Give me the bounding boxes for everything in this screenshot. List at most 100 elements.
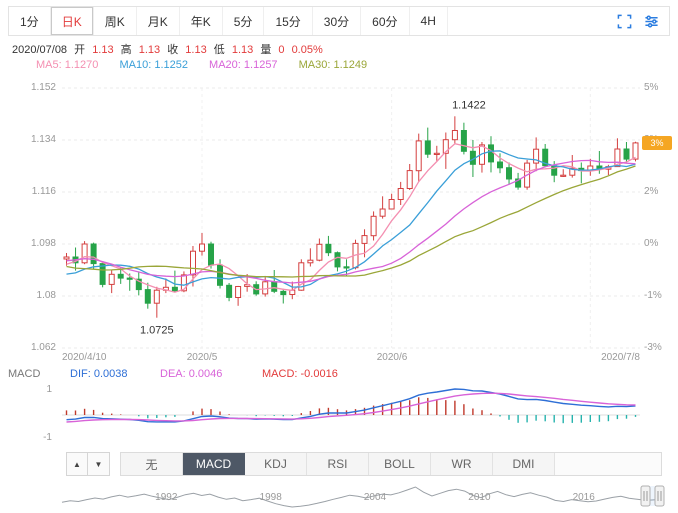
- candle-body: [506, 167, 512, 180]
- ma5-legend: MA5: 1.1270: [36, 59, 98, 71]
- close-value: 1.13: [185, 44, 207, 56]
- tab-1min[interactable]: 1分: [9, 7, 51, 35]
- candle-body: [63, 256, 70, 260]
- tab-60min[interactable]: 60分: [361, 7, 410, 35]
- range-navigator[interactable]: 1992 1998 2004 2010 2016: [0, 482, 678, 510]
- y-axis-label: 1.08: [36, 290, 56, 301]
- tab-5min[interactable]: 5分: [223, 7, 265, 35]
- ma10-legend: MA10: 1.1252: [119, 59, 188, 71]
- x-axis-label: 2020/6: [376, 352, 408, 363]
- dea-line: [66, 392, 636, 423]
- candle-body: [361, 235, 368, 244]
- candle-body: [542, 148, 549, 167]
- indicator-tabs-spacer: [555, 453, 661, 475]
- candle-body: [217, 264, 223, 286]
- candle-body: [316, 243, 323, 261]
- tab-weekly[interactable]: 周K: [94, 7, 137, 35]
- low-label: 低: [213, 44, 225, 56]
- macd-axis-label: 1: [46, 384, 52, 395]
- candle-body: [235, 286, 242, 298]
- macd-title: MACD: [8, 368, 41, 380]
- candle-body: [497, 161, 503, 169]
- x-axis-label: 2020/4/10: [62, 352, 107, 363]
- x-axis-label: 2020/7/8: [601, 352, 640, 363]
- indicator-tab-dmi[interactable]: DMI: [493, 453, 555, 475]
- candle-body: [460, 130, 467, 152]
- history-mini-line: [61, 486, 663, 508]
- fullscreen-icon[interactable]: [617, 14, 632, 29]
- settings-icon[interactable]: [644, 14, 659, 29]
- candle-body: [180, 274, 187, 292]
- candle-body: [81, 243, 88, 264]
- ma-legend: MA5: 1.1270 MA10: 1.1252 MA20: 1.1257 MA…: [36, 59, 385, 74]
- candle-body: [533, 148, 540, 164]
- candle-body: [99, 263, 106, 285]
- candle-body: [126, 277, 133, 280]
- ma5-label: MA5:: [36, 59, 62, 71]
- scroll-up-button[interactable]: ▲: [66, 452, 88, 476]
- current-price-badge: 3%: [642, 136, 672, 150]
- high-value: 1.13: [138, 44, 161, 56]
- tab-4h[interactable]: 4H: [410, 7, 448, 35]
- y-axis-label: 1.116: [31, 186, 56, 197]
- macd-dea-value: DEA: 0.0046: [160, 368, 223, 380]
- indicator-tab-rsi[interactable]: RSI: [307, 453, 369, 475]
- indicator-tab-kdj[interactable]: KDJ: [245, 453, 307, 475]
- open-value: 1.13: [92, 44, 114, 56]
- macd-dif-value: DIF: 0.0038: [70, 368, 128, 380]
- candle-body: [153, 289, 160, 304]
- navigator-left-handle[interactable]: [640, 485, 651, 507]
- ma5-value: 1.1270: [64, 59, 99, 71]
- percent-axis-label: 0%: [644, 238, 659, 249]
- percent-axis-label: 5%: [644, 82, 659, 93]
- x-axis-label: 2020/5: [186, 352, 218, 363]
- tab-yearly[interactable]: 年K: [180, 7, 223, 35]
- candle-body: [424, 140, 431, 155]
- macd-chart[interactable]: [0, 384, 678, 446]
- toolbar-icons: [617, 7, 669, 35]
- indicator-tab-macd[interactable]: MACD: [183, 453, 245, 475]
- candlestick-chart[interactable]: 1.1422 1.0725: [0, 74, 678, 362]
- candle-body: [144, 289, 151, 304]
- navigator-year-label: 2004: [364, 492, 387, 503]
- scroll-down-button[interactable]: ▼: [88, 452, 110, 476]
- navigator-year-label: 2016: [573, 492, 596, 503]
- percent-axis-label: -1%: [644, 290, 662, 301]
- ma20-line: [66, 159, 636, 284]
- candle-body: [515, 178, 522, 188]
- navigator-year-label: 1998: [260, 492, 283, 503]
- quote-date: 2020/07/08: [12, 44, 68, 56]
- candle-body: [226, 284, 233, 298]
- ma30-label: MA30:: [298, 59, 331, 71]
- candle-body: [415, 140, 422, 172]
- low-price-annotation: 1.0725: [140, 325, 174, 337]
- tab-30min[interactable]: 30分: [313, 7, 362, 35]
- indicator-tab-none[interactable]: 无: [121, 453, 183, 475]
- candle-body: [199, 243, 205, 252]
- indicator-tab-boll[interactable]: BOLL: [369, 453, 431, 475]
- ma30-value: 1.1249: [333, 59, 368, 71]
- candle-body: [90, 243, 97, 265]
- candle-body: [307, 259, 314, 264]
- tab-daily[interactable]: 日K: [50, 7, 94, 35]
- macd-value: MACD: -0.0016: [262, 368, 338, 380]
- high-price-annotation: 1.1422: [452, 99, 486, 111]
- volume-label: 量: [260, 44, 272, 56]
- navigator-right-handle[interactable]: [654, 485, 665, 507]
- ma10-label: MA10:: [119, 59, 152, 71]
- indicator-tab-wr[interactable]: WR: [431, 453, 493, 475]
- ma10-value: 1.1252: [154, 59, 188, 71]
- candle-body: [442, 139, 449, 154]
- candle-body: [370, 215, 377, 237]
- y-axis-label: 1.152: [30, 82, 56, 93]
- candle-body: [388, 199, 395, 210]
- tab-15min[interactable]: 15分: [264, 7, 313, 35]
- navigator-year-label: 1992: [155, 492, 178, 503]
- candle-body: [280, 290, 287, 296]
- candle-body: [569, 167, 576, 176]
- tab-monthly[interactable]: 月K: [137, 7, 180, 35]
- candle-body: [190, 250, 196, 276]
- timeframe-toolbar: 1分 日K 周K 月K 年K 5分 15分 30分 60分 4H: [8, 6, 670, 36]
- candle-body: [379, 208, 386, 217]
